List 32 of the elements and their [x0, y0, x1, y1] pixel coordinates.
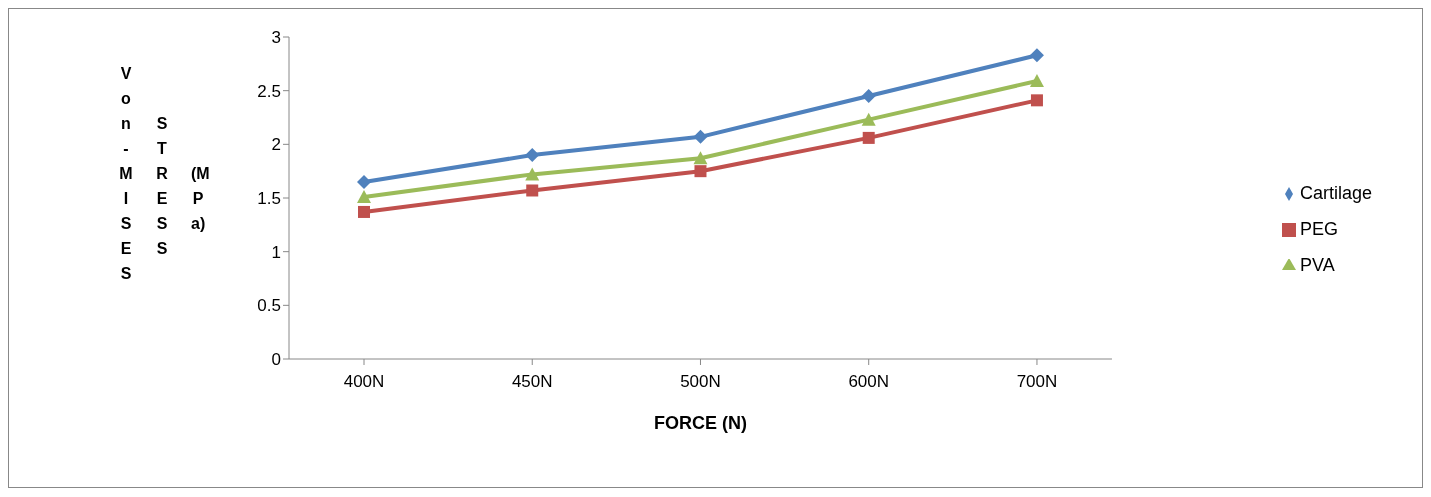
legend-label: PEG [1299, 219, 1338, 239]
text: Von-MISES STRESS (MPa) [119, 65, 210, 282]
legend-label: Cartilage [1299, 183, 1372, 203]
x-tick-label: 700N [1016, 372, 1058, 392]
y-tick-label: 1 [271, 242, 281, 262]
y-tick-label: 0 [271, 350, 281, 370]
x-tick-label: 500N [680, 372, 721, 392]
point [693, 129, 708, 144]
y-tick-label: 0.5 [257, 296, 281, 316]
point [693, 151, 708, 165]
point [357, 174, 371, 189]
point [357, 189, 371, 203]
y-tick-label: 2.5 [257, 81, 281, 101]
y-tick-label: 3 [271, 28, 281, 48]
legend-label: PVA [1299, 255, 1335, 275]
point [1029, 74, 1044, 88]
point [861, 112, 876, 126]
y-tick-label: 1.5 [257, 189, 281, 209]
point [358, 205, 370, 218]
point [862, 131, 875, 144]
y-tick-label: 2 [271, 135, 281, 155]
point [526, 184, 539, 197]
x-axis-title: FORCE (N) [653, 413, 747, 433]
point [861, 89, 876, 104]
point [1029, 48, 1044, 63]
point [694, 165, 707, 178]
point [525, 148, 540, 163]
x-tick-label: 600N [848, 372, 890, 392]
x-tick-label: 400N [343, 372, 385, 392]
x-tick-label: 450N [511, 372, 553, 392]
point [1030, 94, 1043, 107]
point [525, 167, 540, 181]
